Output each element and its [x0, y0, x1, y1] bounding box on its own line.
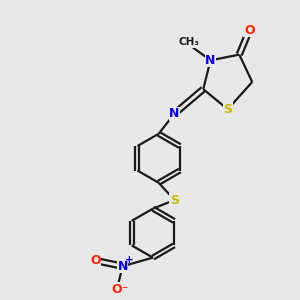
Text: CH₃: CH₃ [178, 37, 200, 47]
Text: O: O [90, 254, 101, 267]
Text: N: N [205, 54, 216, 67]
Text: ⁻: ⁻ [121, 284, 127, 297]
Text: O: O [244, 24, 255, 37]
Text: N: N [118, 260, 128, 273]
Text: S: S [170, 194, 179, 206]
Text: S: S [223, 103, 232, 116]
Text: N: N [169, 107, 180, 120]
Text: O: O [112, 283, 122, 296]
Text: +: + [124, 255, 134, 265]
